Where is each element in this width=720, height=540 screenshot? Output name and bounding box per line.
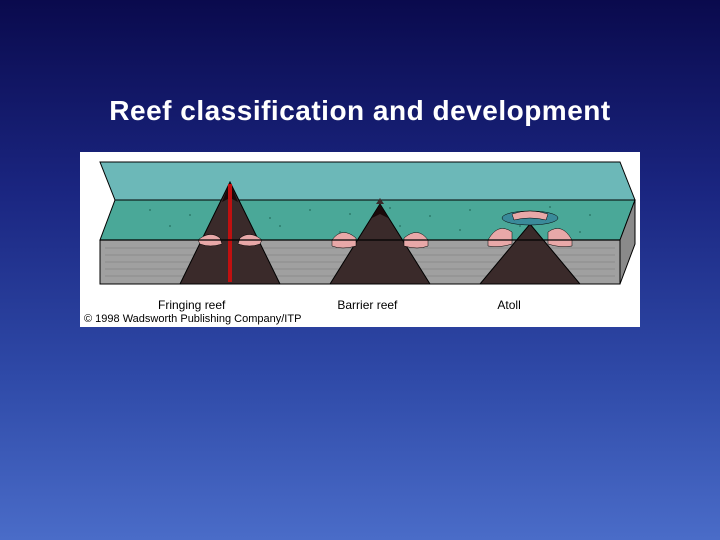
reef-diagram bbox=[80, 152, 640, 297]
slide-title: Reef classification and development bbox=[0, 0, 720, 127]
label-atoll: Atoll bbox=[497, 298, 520, 312]
label-barrier: Barrier reef bbox=[337, 298, 397, 312]
water-surface-back bbox=[100, 162, 635, 200]
copyright-text: © 1998 Wadsworth Publishing Company/ITP bbox=[80, 312, 640, 327]
label-fringing: Fringing reef bbox=[158, 298, 225, 312]
caption-bar: Fringing reef Barrier reef Atoll © 1998 … bbox=[80, 297, 640, 327]
labels-row: Fringing reef Barrier reef Atoll bbox=[80, 297, 640, 312]
figure-container: Fringing reef Barrier reef Atoll © 1998 … bbox=[80, 152, 640, 327]
